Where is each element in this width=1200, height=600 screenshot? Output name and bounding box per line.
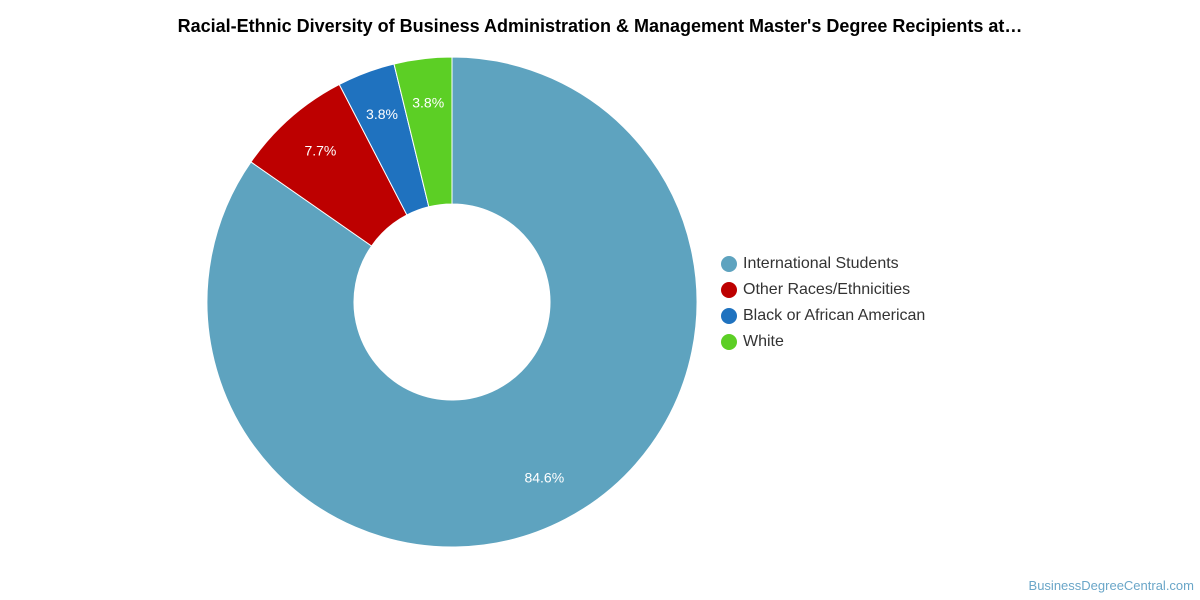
data-label-white: 3.8% [412, 95, 444, 111]
legend-swatch [721, 334, 737, 350]
legend-label: Black or African American [743, 307, 925, 324]
slices-group [206, 56, 698, 548]
legend-label: White [743, 333, 784, 350]
legend-item-other-races-ethnicities[interactable]: Other Races/Ethnicities [721, 281, 910, 298]
slice-labels-group: 84.6% 7.7% 3.8% 3.8% [304, 95, 564, 486]
legend-label: Other Races/Ethnicities [743, 281, 910, 298]
data-label-other-races-ethnicities: 7.7% [304, 143, 336, 159]
legend: International Students Other Races/Ethnic… [721, 255, 925, 350]
legend-item-international-students[interactable]: International Students [721, 255, 899, 272]
legend-swatch [721, 308, 737, 324]
slice-white[interactable] [393, 56, 453, 208]
chart-title: Racial-Ethnic Diversity of Business Admi… [177, 16, 1023, 36]
source-credit[interactable]: BusinessDegreeCentral.com [1028, 578, 1194, 593]
legend-item-black-or-african-american[interactable]: Black or African American [721, 307, 925, 324]
legend-label: International Students [743, 255, 899, 272]
legend-swatch [721, 256, 737, 272]
data-label-black-or-african-american: 3.8% [366, 106, 398, 122]
data-label-international-students: 84.6% [524, 470, 564, 486]
slice-international-students[interactable] [206, 56, 698, 548]
legend-swatch [721, 282, 737, 298]
legend-item-white[interactable]: White [721, 333, 784, 350]
